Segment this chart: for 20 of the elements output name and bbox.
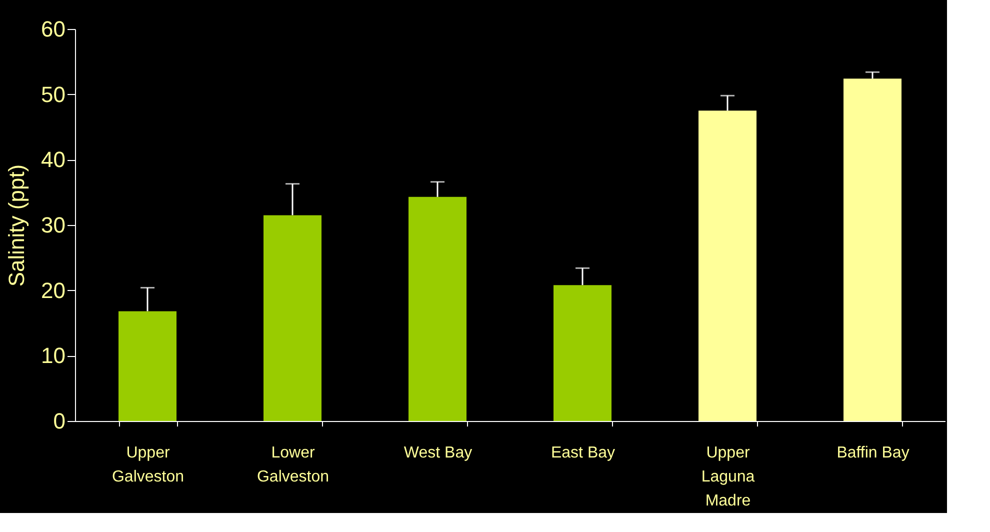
x-tick-label: Upper Galveston <box>112 444 184 486</box>
x-tick-label: Lower Galveston <box>256 444 330 486</box>
x-tick-label: West Bay <box>404 444 472 462</box>
x-tick-label: Baffin Bay <box>836 444 910 462</box>
bar <box>554 285 612 421</box>
y-tick-label: 10 <box>41 343 66 368</box>
y-tick-label: 0 <box>53 408 66 434</box>
x-tick-label: Upper Laguna Madre <box>701 444 755 510</box>
bar <box>118 311 176 421</box>
y-tick-label: 60 <box>41 16 66 42</box>
bar <box>844 78 902 421</box>
y-tick-label: 50 <box>41 82 66 107</box>
bar <box>408 196 466 421</box>
bar <box>264 215 322 421</box>
bar <box>698 110 756 421</box>
y-tick-label: 40 <box>41 147 66 172</box>
y-tick-label: 30 <box>41 212 66 238</box>
y-axis-title: Salinity (ppt) <box>4 164 30 287</box>
y-tick-label: 20 <box>41 278 66 303</box>
x-tick-label: East Bay <box>550 444 616 462</box>
